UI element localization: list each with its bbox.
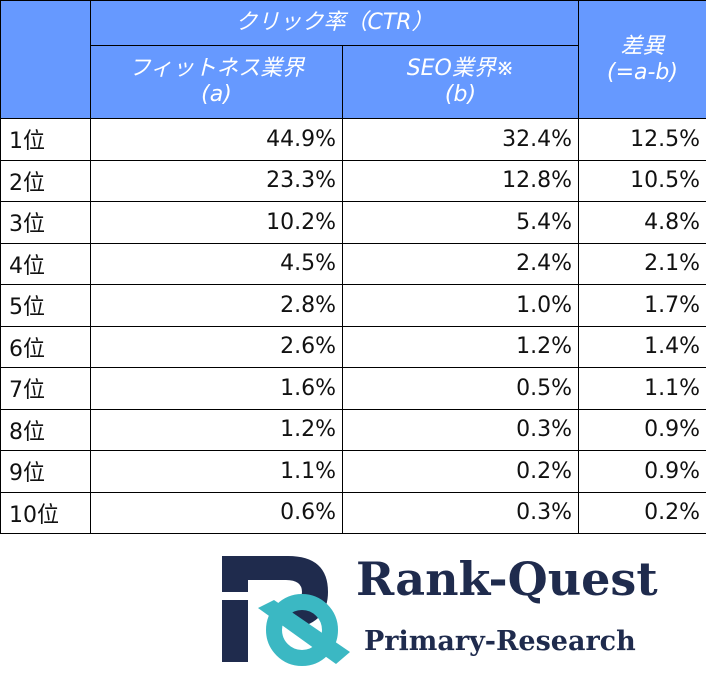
value-cell: 1.2% bbox=[90, 408, 343, 451]
ctr-table: クリック率（CTR） 差異 (=a-b) フィットネス業界 (a) SEO業界※ (b… bbox=[0, 0, 706, 534]
value-cell: 1.0% bbox=[342, 284, 579, 327]
group-header: クリック率（CTR） bbox=[90, 0, 579, 46]
value-cell: 1.1% bbox=[90, 450, 343, 493]
value-cell: 10.5% bbox=[578, 159, 706, 202]
table-row: 2位 23.3% 12.8% 10.5% bbox=[0, 159, 706, 202]
value-cell: 0.3% bbox=[342, 491, 579, 534]
logo-title: Rank-Quest bbox=[356, 552, 658, 606]
corner-cell bbox=[0, 0, 91, 119]
value-cell: 2.1% bbox=[578, 242, 706, 285]
value-cell: 44.9% bbox=[90, 118, 343, 161]
value-cell: 0.3% bbox=[342, 408, 579, 451]
value-cell: 1.2% bbox=[342, 325, 579, 368]
table-row: 7位 1.6% 0.5% 1.1% bbox=[0, 367, 706, 410]
value-cell: 0.5% bbox=[342, 367, 579, 410]
table-row: 8位 1.2% 0.3% 0.9% bbox=[0, 408, 706, 451]
table-row: 6位 2.6% 1.2% 1.4% bbox=[0, 325, 706, 368]
logo-icon bbox=[222, 556, 350, 666]
diff-header: 差異 (=a-b) bbox=[578, 0, 706, 119]
value-cell: 4.5% bbox=[90, 242, 343, 285]
col-b-header: SEO業界※ (b) bbox=[342, 45, 579, 119]
rank-cell: 1位 bbox=[0, 118, 91, 161]
table-row: 3位 10.2% 5.4% 4.8% bbox=[0, 201, 706, 244]
value-cell: 12.5% bbox=[578, 118, 706, 161]
table-row: 1位 44.9% 32.4% 12.5% bbox=[0, 118, 706, 161]
header-line: (b) bbox=[444, 82, 477, 107]
value-cell: 1.6% bbox=[90, 367, 343, 410]
logo-subtitle: Primary-Research bbox=[364, 626, 636, 657]
rank-cell: 8位 bbox=[0, 408, 91, 451]
value-cell: 0.9% bbox=[578, 408, 706, 451]
rank-cell: 6位 bbox=[0, 325, 91, 368]
value-cell: 12.8% bbox=[342, 159, 579, 202]
value-cell: 0.9% bbox=[578, 450, 706, 493]
table-row: 10位 0.6% 0.3% 0.2% bbox=[0, 491, 706, 534]
value-cell: 0.2% bbox=[578, 491, 706, 534]
value-cell: 23.3% bbox=[90, 159, 343, 202]
rank-cell: 5位 bbox=[0, 284, 91, 327]
value-cell: 5.4% bbox=[342, 201, 579, 244]
table-body: 1位 44.9% 32.4% 12.5% 2位 23.3% 12.8% 10.5% 3位 10.2… bbox=[0, 118, 706, 534]
header-line: SEO業界※ bbox=[406, 56, 515, 81]
value-cell: 4.8% bbox=[578, 201, 706, 244]
header-line: (a) bbox=[201, 82, 232, 107]
rank-cell: 7位 bbox=[0, 367, 91, 410]
header-line: 差異 bbox=[620, 33, 665, 59]
value-cell: 2.4% bbox=[342, 242, 579, 285]
col-a-header: フィットネス業界 (a) bbox=[90, 45, 343, 119]
value-cell: 1.7% bbox=[578, 284, 706, 327]
rank-cell: 3位 bbox=[0, 201, 91, 244]
rank-cell: 10位 bbox=[0, 491, 91, 534]
value-cell: 1.1% bbox=[578, 367, 706, 410]
table-row: 4位 4.5% 2.4% 2.1% bbox=[0, 242, 706, 285]
value-cell: 0.2% bbox=[342, 450, 579, 493]
rank-cell: 4位 bbox=[0, 242, 91, 285]
value-cell: 0.6% bbox=[90, 491, 343, 534]
header-line: フィットネス業界 bbox=[128, 56, 305, 81]
value-cell: 2.8% bbox=[90, 284, 343, 327]
table-row: 9位 1.1% 0.2% 0.9% bbox=[0, 450, 706, 493]
rank-cell: 2位 bbox=[0, 159, 91, 202]
table-row: 5位 2.8% 1.0% 1.7% bbox=[0, 284, 706, 327]
value-cell: 10.2% bbox=[90, 201, 343, 244]
value-cell: 32.4% bbox=[342, 118, 579, 161]
value-cell: 1.4% bbox=[578, 325, 706, 368]
rank-cell: 9位 bbox=[0, 450, 91, 493]
value-cell: 2.6% bbox=[90, 325, 343, 368]
header-line: (=a-b) bbox=[607, 59, 678, 85]
